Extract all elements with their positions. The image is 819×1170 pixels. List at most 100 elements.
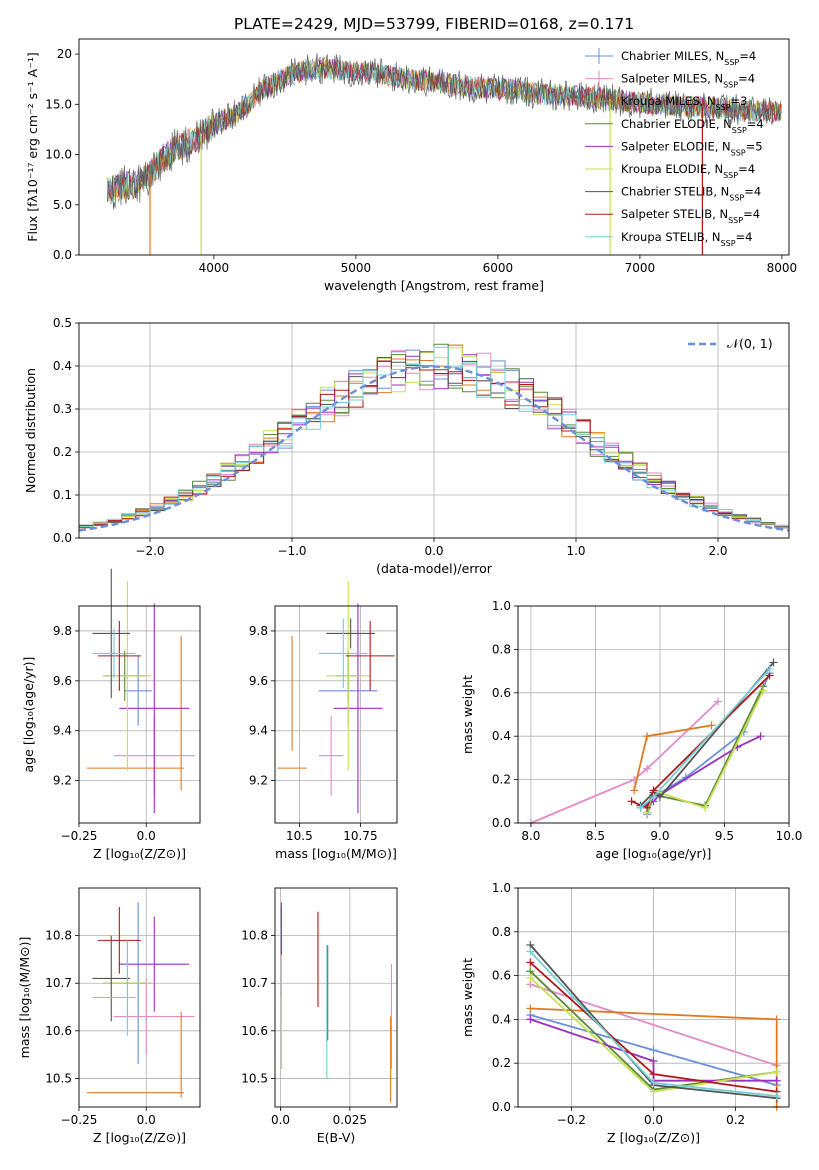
axes-frame (78, 605, 201, 824)
panel-massweight-vs-Z: −0.2 0.0 0.2 0.0 0.2 0.4 0.6 0.8 1.0 Z [log₁₀(Z/Z… (460, 881, 790, 1145)
series-marker (649, 792, 658, 801)
plot-area (107, 52, 782, 255)
series-line (530, 983, 777, 1067)
series-marker (649, 1057, 658, 1066)
y-tick-label: 0.2 (492, 1056, 511, 1070)
x-tick-label: 2.0 (708, 544, 727, 558)
x-tick-label: 0.0 (137, 1113, 156, 1127)
legend-entry: Kroupa ELODIE, NSSP=4 (621, 162, 755, 180)
axes-frame (517, 605, 790, 824)
series-marker (643, 764, 652, 773)
series-marker (772, 1092, 781, 1101)
series-marker (627, 797, 636, 806)
x-tick-label: 10.0 (776, 829, 803, 843)
y-tick-label: 9.4 (249, 724, 268, 738)
plot-area (277, 581, 395, 814)
x-tick-label: 7000 (625, 261, 656, 275)
x-tick-label: 0.025 (333, 1113, 367, 1127)
normal-curve (78, 365, 790, 532)
x-axis-label: (data-model)/error (376, 561, 493, 576)
plot-area (526, 940, 781, 1111)
x-axis-label: Z [log₁₀(Z/Z⊙)] (607, 1130, 700, 1145)
spectrum-line (107, 52, 782, 210)
series-marker (765, 664, 774, 673)
panel-residuals: −2.0 −1.0 0.0 1.0 2.0 0.0 0.1 0.2 0.3 0.4 0.5 (data… (23, 316, 790, 576)
y-tick-label: 0.0 (53, 248, 72, 262)
y-tick-label: 9.2 (53, 774, 72, 788)
series-marker (526, 973, 535, 982)
x-tick-label: 10.75 (343, 829, 377, 843)
x-tick-label: 6000 (483, 261, 514, 275)
x-axis-label: age [log₁₀(age/yr)] (596, 846, 712, 861)
x-tick-label: 0.0 (137, 829, 156, 843)
series-marker (714, 697, 723, 706)
y-axis-label: Normed distribution (23, 368, 38, 493)
x-tick-label: 4000 (199, 261, 230, 275)
y-tick-label: 0.4 (53, 359, 72, 373)
x-tick-label: 10.5 (286, 829, 313, 843)
y-axis-label: Flux [fλ10⁻¹⁷ erg cm⁻² s⁻¹ A⁻¹] (25, 52, 40, 241)
y-tick-label: 10.6 (45, 1024, 72, 1038)
panel-massweight-vs-age: 8.0 8.5 9.0 9.5 10.0 0.0 0.2 0.4 0.6 0.8 1.0 age [l… (460, 599, 802, 861)
y-tick-label: 0.5 (53, 316, 72, 330)
x-tick-label: 9.0 (650, 829, 669, 843)
panel-mass-vs-EBV: 0.0 0.025 10.5 10.6 10.7 10.8 E(B-V) (241, 887, 398, 1145)
x-axis-label: Z [log₁₀(Z/Z⊙)] (93, 1130, 186, 1145)
y-axis-label: mass [log₁₀(M/M⊙)] (17, 937, 32, 1059)
legend: 𝒩(0, 1) (688, 336, 773, 351)
y-tick-label: 1.0 (492, 599, 511, 613)
y-tick-label: 10.6 (241, 1024, 268, 1038)
histogram-step (79, 346, 789, 529)
y-tick-label: 0.6 (492, 969, 511, 983)
y-tick-label: 20 (57, 47, 72, 61)
y-axis-label: mass weight (460, 675, 475, 754)
y-tick-label: 0.4 (492, 729, 511, 743)
y-tick-label: 0.2 (492, 773, 511, 787)
plot-area (87, 902, 195, 1098)
series-marker (769, 658, 778, 667)
legend-entry: Chabrier ELODIE, NSSP=4 (621, 117, 764, 135)
y-tick-label: 5.0 (53, 198, 72, 212)
series-marker (756, 732, 765, 741)
series-marker (526, 947, 535, 956)
y-tick-label: 0.1 (53, 488, 72, 502)
axes-frame (274, 887, 398, 1108)
x-tick-label: −0.2 (557, 1113, 586, 1127)
legend-entry: Salpeter MILES, NSSP=4 (621, 72, 755, 90)
series-marker (772, 1015, 781, 1024)
x-tick-label: 0.0 (644, 1113, 663, 1127)
y-tick-label: 0.6 (492, 686, 511, 700)
series-marker (526, 1015, 535, 1024)
plot-area (280, 902, 393, 1103)
legend-entry: Salpeter ELODIE, NSSP=5 (621, 139, 763, 157)
spectrum-lines (107, 52, 782, 255)
y-tick-label: 10.0 (45, 148, 72, 162)
y-tick-label: 9.8 (53, 624, 72, 638)
x-tick-label: 9.5 (715, 829, 734, 843)
series-marker (649, 1070, 658, 1079)
x-tick-label: 8.5 (586, 829, 605, 843)
y-axis-label: age [log₁₀(age/yr)] (21, 657, 36, 773)
series-marker (526, 958, 535, 967)
legend-entry: 𝒩(0, 1) (727, 336, 773, 351)
series-marker (701, 803, 710, 812)
x-tick-label: −2.0 (135, 544, 164, 558)
axes-frame (78, 38, 790, 256)
x-axis-label: wavelength [Angstrom, rest frame] (324, 278, 544, 293)
legend-entry: Chabrier MILES, NSSP=4 (621, 49, 756, 67)
x-tick-label: −0.25 (61, 1113, 98, 1127)
y-tick-label: 0.8 (492, 642, 511, 656)
x-tick-label: −1.0 (277, 544, 306, 558)
series-marker (526, 1004, 535, 1013)
y-tick-label: 10.7 (45, 976, 72, 990)
series-line (639, 661, 775, 807)
series-marker (630, 786, 639, 795)
x-tick-label: 8.0 (521, 829, 540, 843)
legend-entry: Chabrier STELIB, NSSP=4 (621, 185, 761, 203)
legend: Chabrier MILES, NSSP=4 Salpeter MILES, NS… (585, 48, 764, 247)
x-axis-label: E(B-V) (317, 1130, 356, 1145)
x-axis-label: Z [log₁₀(Z/Z⊙)] (93, 846, 186, 861)
series-marker (772, 1076, 781, 1085)
series-marker (643, 732, 652, 741)
x-tick-label: 0.0 (271, 1113, 290, 1127)
